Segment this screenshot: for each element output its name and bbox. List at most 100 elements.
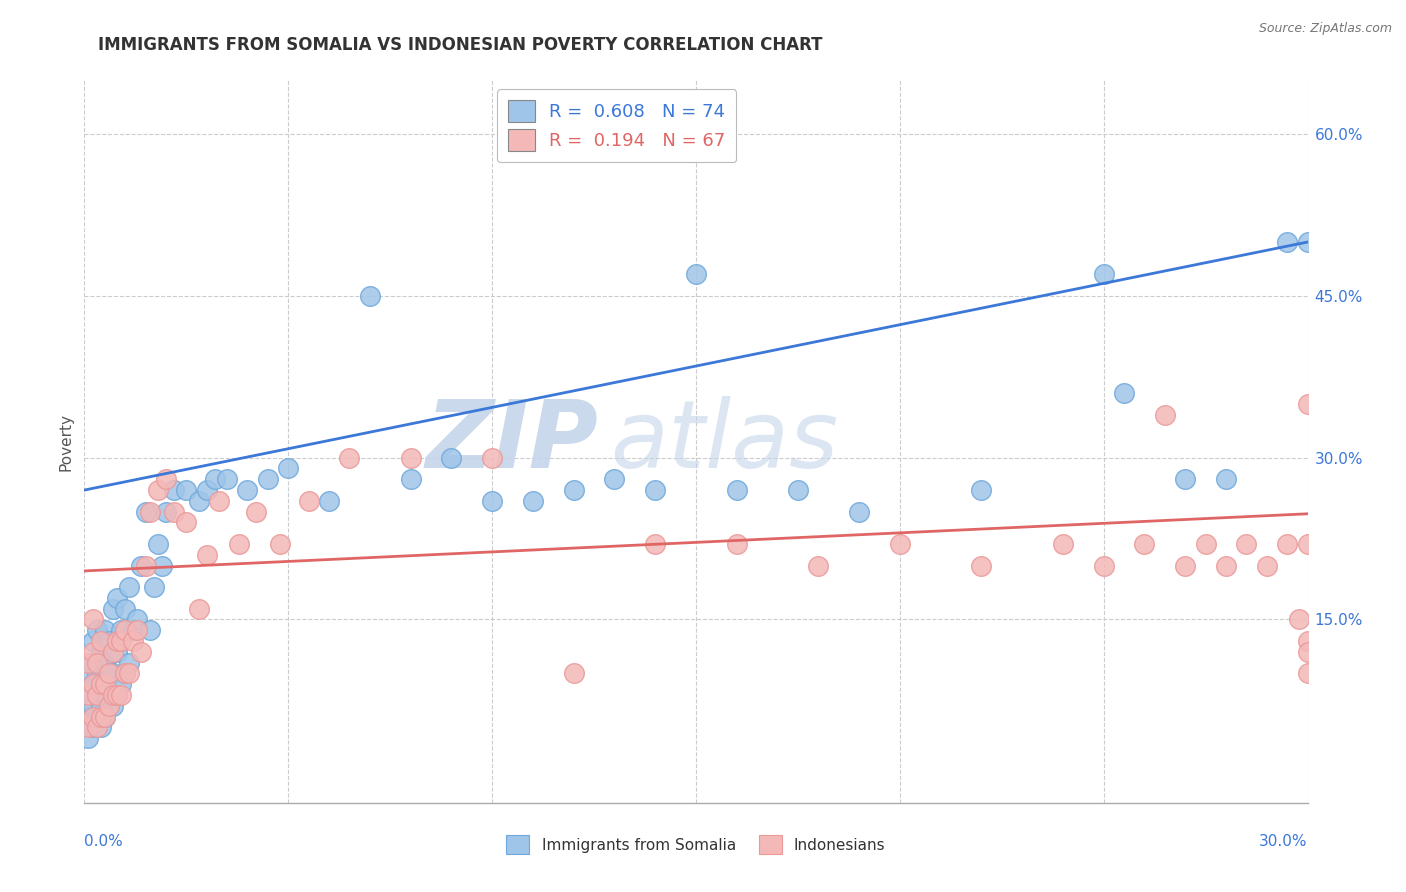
Point xyxy=(86,688,108,702)
Point xyxy=(122,634,145,648)
Point xyxy=(1277,537,1299,551)
Point xyxy=(105,634,128,648)
Point xyxy=(105,591,128,605)
Point xyxy=(644,483,666,497)
Point xyxy=(1215,472,1237,486)
Point xyxy=(277,461,299,475)
Point xyxy=(146,537,169,551)
Point xyxy=(77,688,100,702)
Point xyxy=(1052,537,1074,551)
Point xyxy=(110,677,132,691)
Point xyxy=(187,601,209,615)
Point xyxy=(228,537,250,551)
Point xyxy=(685,268,707,282)
Text: 0.0%: 0.0% xyxy=(84,834,124,849)
Point xyxy=(725,537,748,551)
Point xyxy=(93,709,115,723)
Point xyxy=(86,624,108,638)
Point xyxy=(1092,558,1115,573)
Text: ZIP: ZIP xyxy=(425,395,598,488)
Point xyxy=(97,698,120,713)
Point xyxy=(82,709,104,723)
Point xyxy=(101,698,124,713)
Point xyxy=(82,698,104,713)
Point xyxy=(77,656,100,670)
Point xyxy=(118,580,141,594)
Point xyxy=(359,289,381,303)
Point xyxy=(90,634,112,648)
Point xyxy=(889,537,911,551)
Point xyxy=(135,505,157,519)
Point xyxy=(127,612,149,626)
Point xyxy=(440,450,463,465)
Point xyxy=(122,624,145,638)
Point xyxy=(339,450,361,465)
Y-axis label: Poverty: Poverty xyxy=(58,412,73,471)
Point xyxy=(146,483,169,497)
Point xyxy=(138,624,160,638)
Point xyxy=(155,472,177,486)
Point xyxy=(82,677,104,691)
Point xyxy=(93,656,115,670)
Point xyxy=(481,450,503,465)
Point xyxy=(1236,537,1258,551)
Point xyxy=(970,558,993,573)
Point xyxy=(848,505,870,519)
Point xyxy=(787,483,810,497)
Point xyxy=(807,558,830,573)
Point xyxy=(142,580,165,594)
Point xyxy=(208,493,231,508)
Legend: Immigrants from Somalia, Indonesians: Immigrants from Somalia, Indonesians xyxy=(501,830,891,860)
Point xyxy=(1296,537,1319,551)
Point xyxy=(1174,558,1197,573)
Point xyxy=(90,677,112,691)
Point xyxy=(562,666,585,681)
Point xyxy=(101,666,124,681)
Point xyxy=(257,472,280,486)
Point xyxy=(86,688,108,702)
Point xyxy=(644,537,666,551)
Point xyxy=(131,558,153,573)
Point xyxy=(82,634,104,648)
Point xyxy=(1114,386,1136,401)
Point xyxy=(603,472,626,486)
Point xyxy=(101,645,124,659)
Point xyxy=(970,483,993,497)
Point xyxy=(86,709,108,723)
Point xyxy=(97,634,120,648)
Point xyxy=(82,677,104,691)
Point xyxy=(93,709,115,723)
Point xyxy=(97,666,120,681)
Point xyxy=(1296,645,1319,659)
Point xyxy=(1133,537,1156,551)
Point xyxy=(86,720,108,734)
Point xyxy=(204,472,226,486)
Point xyxy=(1092,268,1115,282)
Point xyxy=(1256,558,1278,573)
Point xyxy=(1195,537,1218,551)
Point xyxy=(163,483,186,497)
Point xyxy=(110,624,132,638)
Point xyxy=(77,731,100,745)
Text: 30.0%: 30.0% xyxy=(1260,834,1308,849)
Point xyxy=(1296,666,1319,681)
Point xyxy=(101,601,124,615)
Text: IMMIGRANTS FROM SOMALIA VS INDONESIAN POVERTY CORRELATION CHART: IMMIGRANTS FROM SOMALIA VS INDONESIAN PO… xyxy=(98,36,823,54)
Point xyxy=(522,493,544,508)
Point xyxy=(90,677,112,691)
Point xyxy=(399,450,422,465)
Point xyxy=(77,688,100,702)
Point xyxy=(1277,235,1299,249)
Point xyxy=(82,612,104,626)
Point xyxy=(399,472,422,486)
Point xyxy=(135,558,157,573)
Point xyxy=(97,666,120,681)
Point xyxy=(82,656,104,670)
Point xyxy=(1215,558,1237,573)
Point xyxy=(127,624,149,638)
Point xyxy=(114,601,136,615)
Point xyxy=(97,698,120,713)
Point xyxy=(90,698,112,713)
Point xyxy=(118,656,141,670)
Point xyxy=(90,709,112,723)
